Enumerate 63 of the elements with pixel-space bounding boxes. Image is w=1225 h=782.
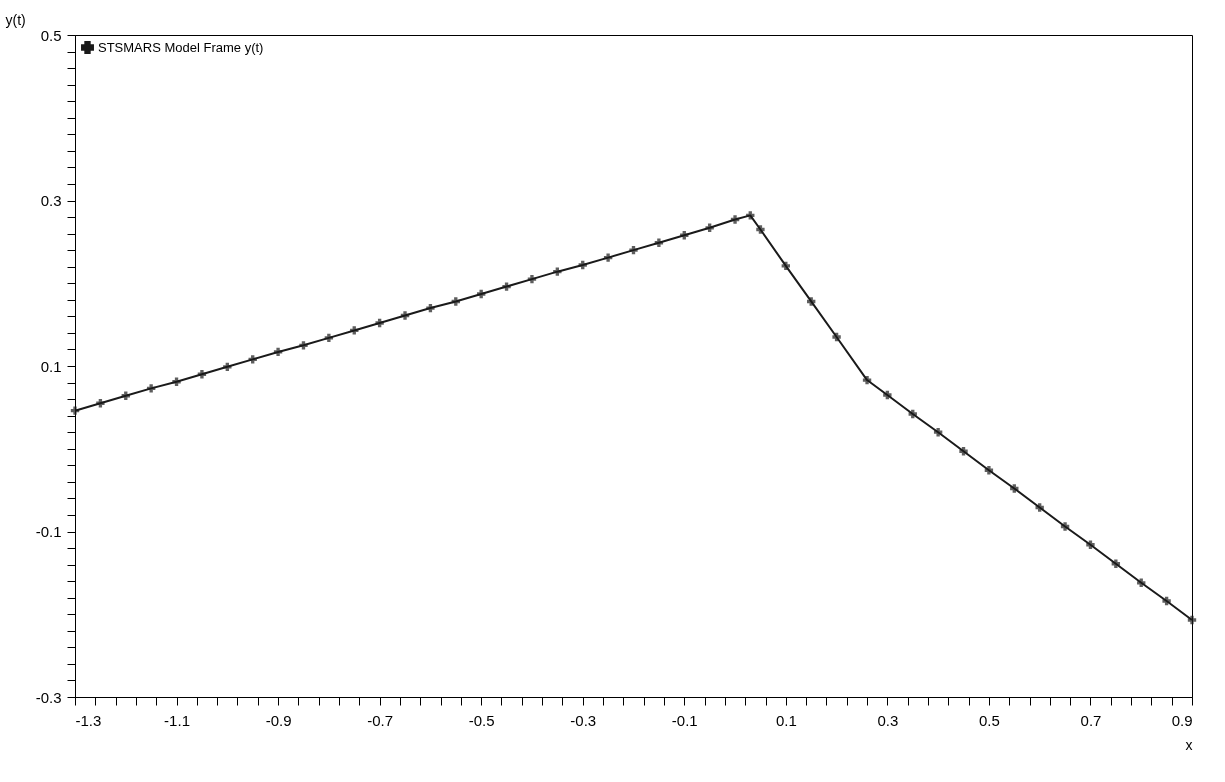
point	[273, 347, 283, 357]
point	[578, 260, 587, 270]
point	[324, 333, 334, 343]
point	[299, 341, 308, 350]
point	[832, 332, 841, 342]
point	[984, 466, 994, 475]
point	[862, 375, 872, 385]
x-tick-label: 0.9	[1171, 711, 1193, 729]
y-axis-title: y(t)	[5, 11, 26, 28]
point	[1086, 540, 1095, 549]
point	[629, 245, 638, 255]
point	[502, 282, 511, 291]
point	[375, 318, 384, 328]
x-tick-label: 0.1	[775, 711, 797, 729]
point	[654, 238, 664, 247]
point	[223, 362, 232, 372]
point	[781, 261, 790, 271]
point	[197, 370, 207, 379]
x-tick-label: -0.5	[468, 711, 495, 729]
point	[477, 289, 486, 299]
x-tick-label: 0.7	[1080, 711, 1102, 729]
point	[426, 303, 435, 313]
x-tick-label: 0.5	[978, 711, 1000, 729]
point	[1162, 596, 1171, 606]
x-tick-label: -0.1	[671, 711, 698, 729]
point	[746, 211, 755, 220]
y-tick-label: -0.3	[35, 688, 62, 706]
point	[451, 297, 460, 306]
point	[756, 225, 765, 234]
point	[172, 377, 181, 386]
point	[70, 406, 80, 415]
point	[400, 311, 410, 320]
point	[1010, 484, 1019, 493]
x-tick-label: -0.9	[265, 711, 292, 729]
y-tick-label: 0.5	[40, 26, 62, 44]
legend-label: STSMARS Model Frame y(t)	[98, 39, 264, 55]
point	[730, 215, 740, 224]
point	[883, 390, 892, 400]
point	[96, 399, 105, 408]
point	[933, 428, 943, 437]
point	[807, 297, 816, 306]
point	[1035, 503, 1044, 512]
point	[553, 267, 562, 276]
point	[146, 384, 156, 393]
point	[603, 253, 613, 262]
x-tick-label: -1.3	[75, 711, 102, 729]
x-axis-title: x	[1185, 736, 1193, 753]
point	[1060, 522, 1070, 531]
y-tick-label: 0.3	[40, 192, 62, 209]
point	[527, 274, 537, 284]
point	[248, 355, 257, 364]
x-tick-label: -0.3	[570, 711, 597, 729]
x-tick-label: 0.3	[877, 711, 899, 729]
y-tick-label: -0.1	[35, 523, 62, 540]
point	[908, 409, 917, 419]
point	[959, 447, 968, 456]
point	[350, 326, 359, 335]
y-tick-label: 0.1	[40, 357, 62, 375]
point	[705, 223, 714, 232]
x-tick-label: -0.7	[367, 711, 394, 729]
point	[1111, 559, 1121, 568]
point	[1187, 615, 1197, 625]
x-tick-label: -1.1	[164, 711, 190, 729]
